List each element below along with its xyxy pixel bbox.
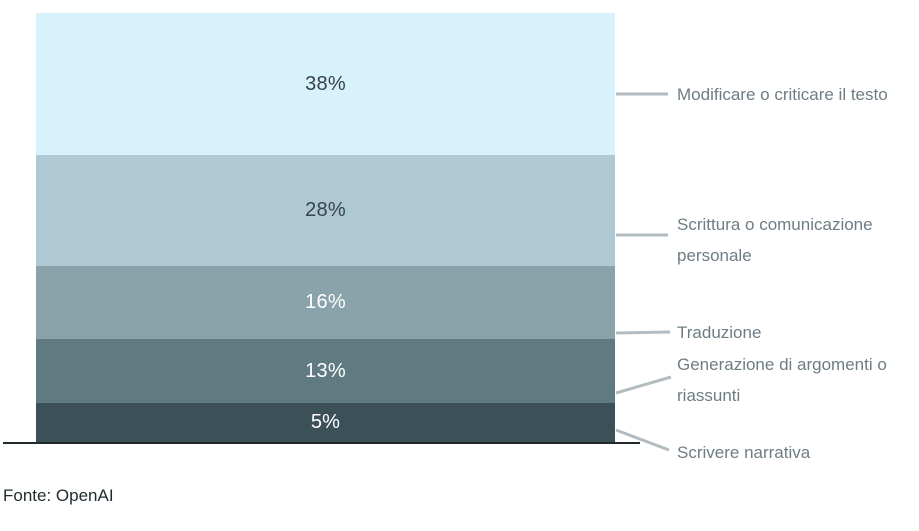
bar-segment-generazione: 13%: [36, 339, 615, 404]
bar-segment-narrativa: 5%: [36, 403, 615, 442]
bar-segment-modificare: 38%: [36, 13, 615, 156]
category-label-traduzione: Traduzione: [677, 323, 762, 342]
connector-line-generazione: [615, 375, 672, 395]
stacked-bar: 38% 28% 16% 13% 5%: [36, 13, 615, 442]
segment-value-label: 28%: [305, 199, 346, 222]
segment-value-label: 5%: [310, 411, 341, 434]
segment-value-label: 16%: [305, 291, 346, 314]
bar-segment-traduzione: 16%: [36, 266, 615, 340]
category-label-scrittura: Scrittura o comunicazione personale: [677, 215, 873, 265]
bar-segment-scrittura: 28%: [36, 155, 615, 267]
category-label-generazione: Generazione di argomenti o riassunti: [677, 355, 887, 405]
category-label-modificare: Modificare o criticare il testo: [677, 85, 888, 104]
x-axis-baseline: [3, 442, 640, 444]
connector-line-narrativa: [615, 428, 670, 452]
segment-value-label: 13%: [305, 359, 346, 382]
connector-line-traduzione: [615, 330, 671, 335]
category-label-narrativa: Scrivere narrativa: [677, 443, 811, 462]
segment-value-label: 38%: [305, 72, 346, 95]
source-note: Fonte: OpenAI: [3, 486, 114, 505]
